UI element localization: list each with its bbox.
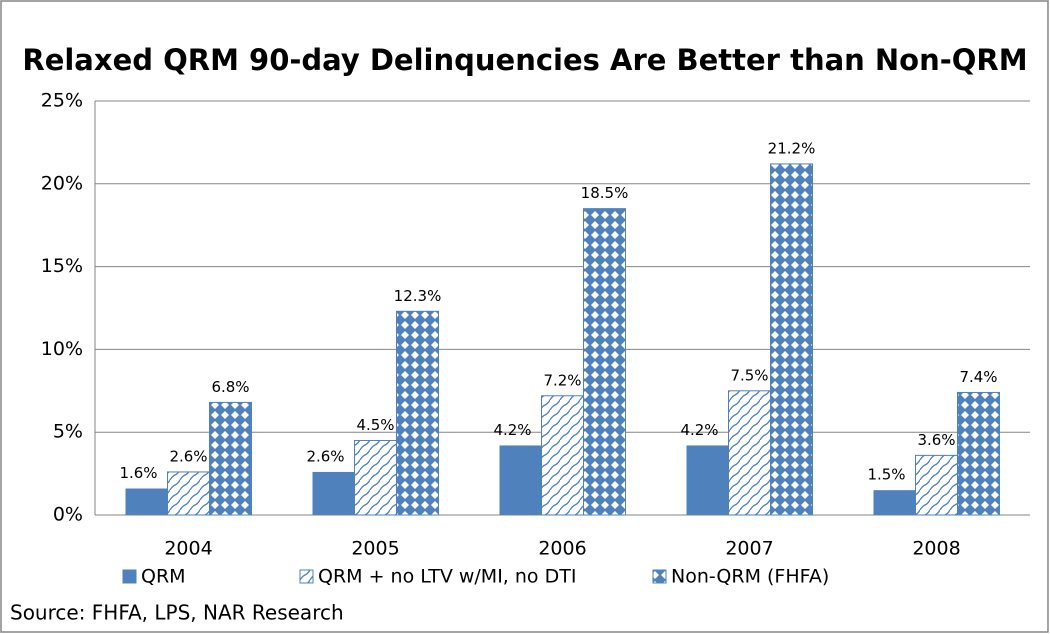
bar <box>499 445 542 515</box>
value-label: 18.5% <box>581 184 629 202</box>
legend-label: QRM + no LTV w/MI, no DTI <box>318 566 576 588</box>
y-tick-label: 20% <box>41 172 83 194</box>
y-tick-label: 15% <box>41 255 83 277</box>
value-label: 7.5% <box>730 366 768 384</box>
value-label: 6.8% <box>211 378 249 396</box>
x-tick-label: 2005 <box>351 538 399 560</box>
x-tick-label: 2004 <box>164 538 212 560</box>
legend-swatch <box>122 569 137 584</box>
bar <box>873 490 916 515</box>
bar <box>957 391 1000 516</box>
bar <box>915 454 958 516</box>
y-tick-label: 10% <box>41 338 83 360</box>
value-label: 12.3% <box>394 287 442 305</box>
value-label: 1.6% <box>119 464 157 482</box>
y-tick-label: 5% <box>53 421 83 443</box>
legend-label: Non-QRM (FHFA) <box>671 566 829 588</box>
y-tick-label: 0% <box>53 504 83 526</box>
x-tick-label: 2008 <box>912 538 960 560</box>
value-label: 21.2% <box>768 139 816 157</box>
bar <box>125 488 168 515</box>
x-tick-label: 2006 <box>538 538 586 560</box>
bar <box>728 390 771 516</box>
legend-label: QRM <box>141 566 186 588</box>
value-label: 1.5% <box>867 466 905 484</box>
bar <box>312 471 355 515</box>
bar <box>541 395 584 516</box>
x-tick-label: 2007 <box>725 538 773 560</box>
value-label: 2.6% <box>306 447 344 465</box>
value-label: 4.5% <box>356 416 394 434</box>
value-label: 7.4% <box>959 368 997 386</box>
chart-title: Relaxed QRM 90-day Delinquencies Are Bet… <box>22 43 1027 77</box>
bar <box>583 208 626 516</box>
y-tick-label: 25% <box>41 90 83 112</box>
bar <box>209 401 252 516</box>
bar <box>396 310 439 516</box>
value-label: 4.2% <box>493 421 531 439</box>
bar <box>770 163 813 516</box>
source-note: Source: FHFA, LPS, NAR Research <box>10 601 344 625</box>
bar <box>686 445 729 515</box>
value-label: 7.2% <box>543 371 581 389</box>
legend-swatch <box>652 569 667 584</box>
bar <box>167 471 210 516</box>
value-label: 3.6% <box>917 431 955 449</box>
value-label: 2.6% <box>169 447 207 465</box>
bar <box>354 439 397 516</box>
legend-swatch <box>299 569 314 584</box>
value-label: 4.2% <box>680 421 718 439</box>
